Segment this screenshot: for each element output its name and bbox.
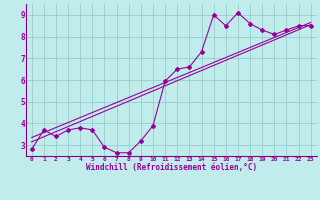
X-axis label: Windchill (Refroidissement éolien,°C): Windchill (Refroidissement éolien,°C) [86, 163, 257, 172]
